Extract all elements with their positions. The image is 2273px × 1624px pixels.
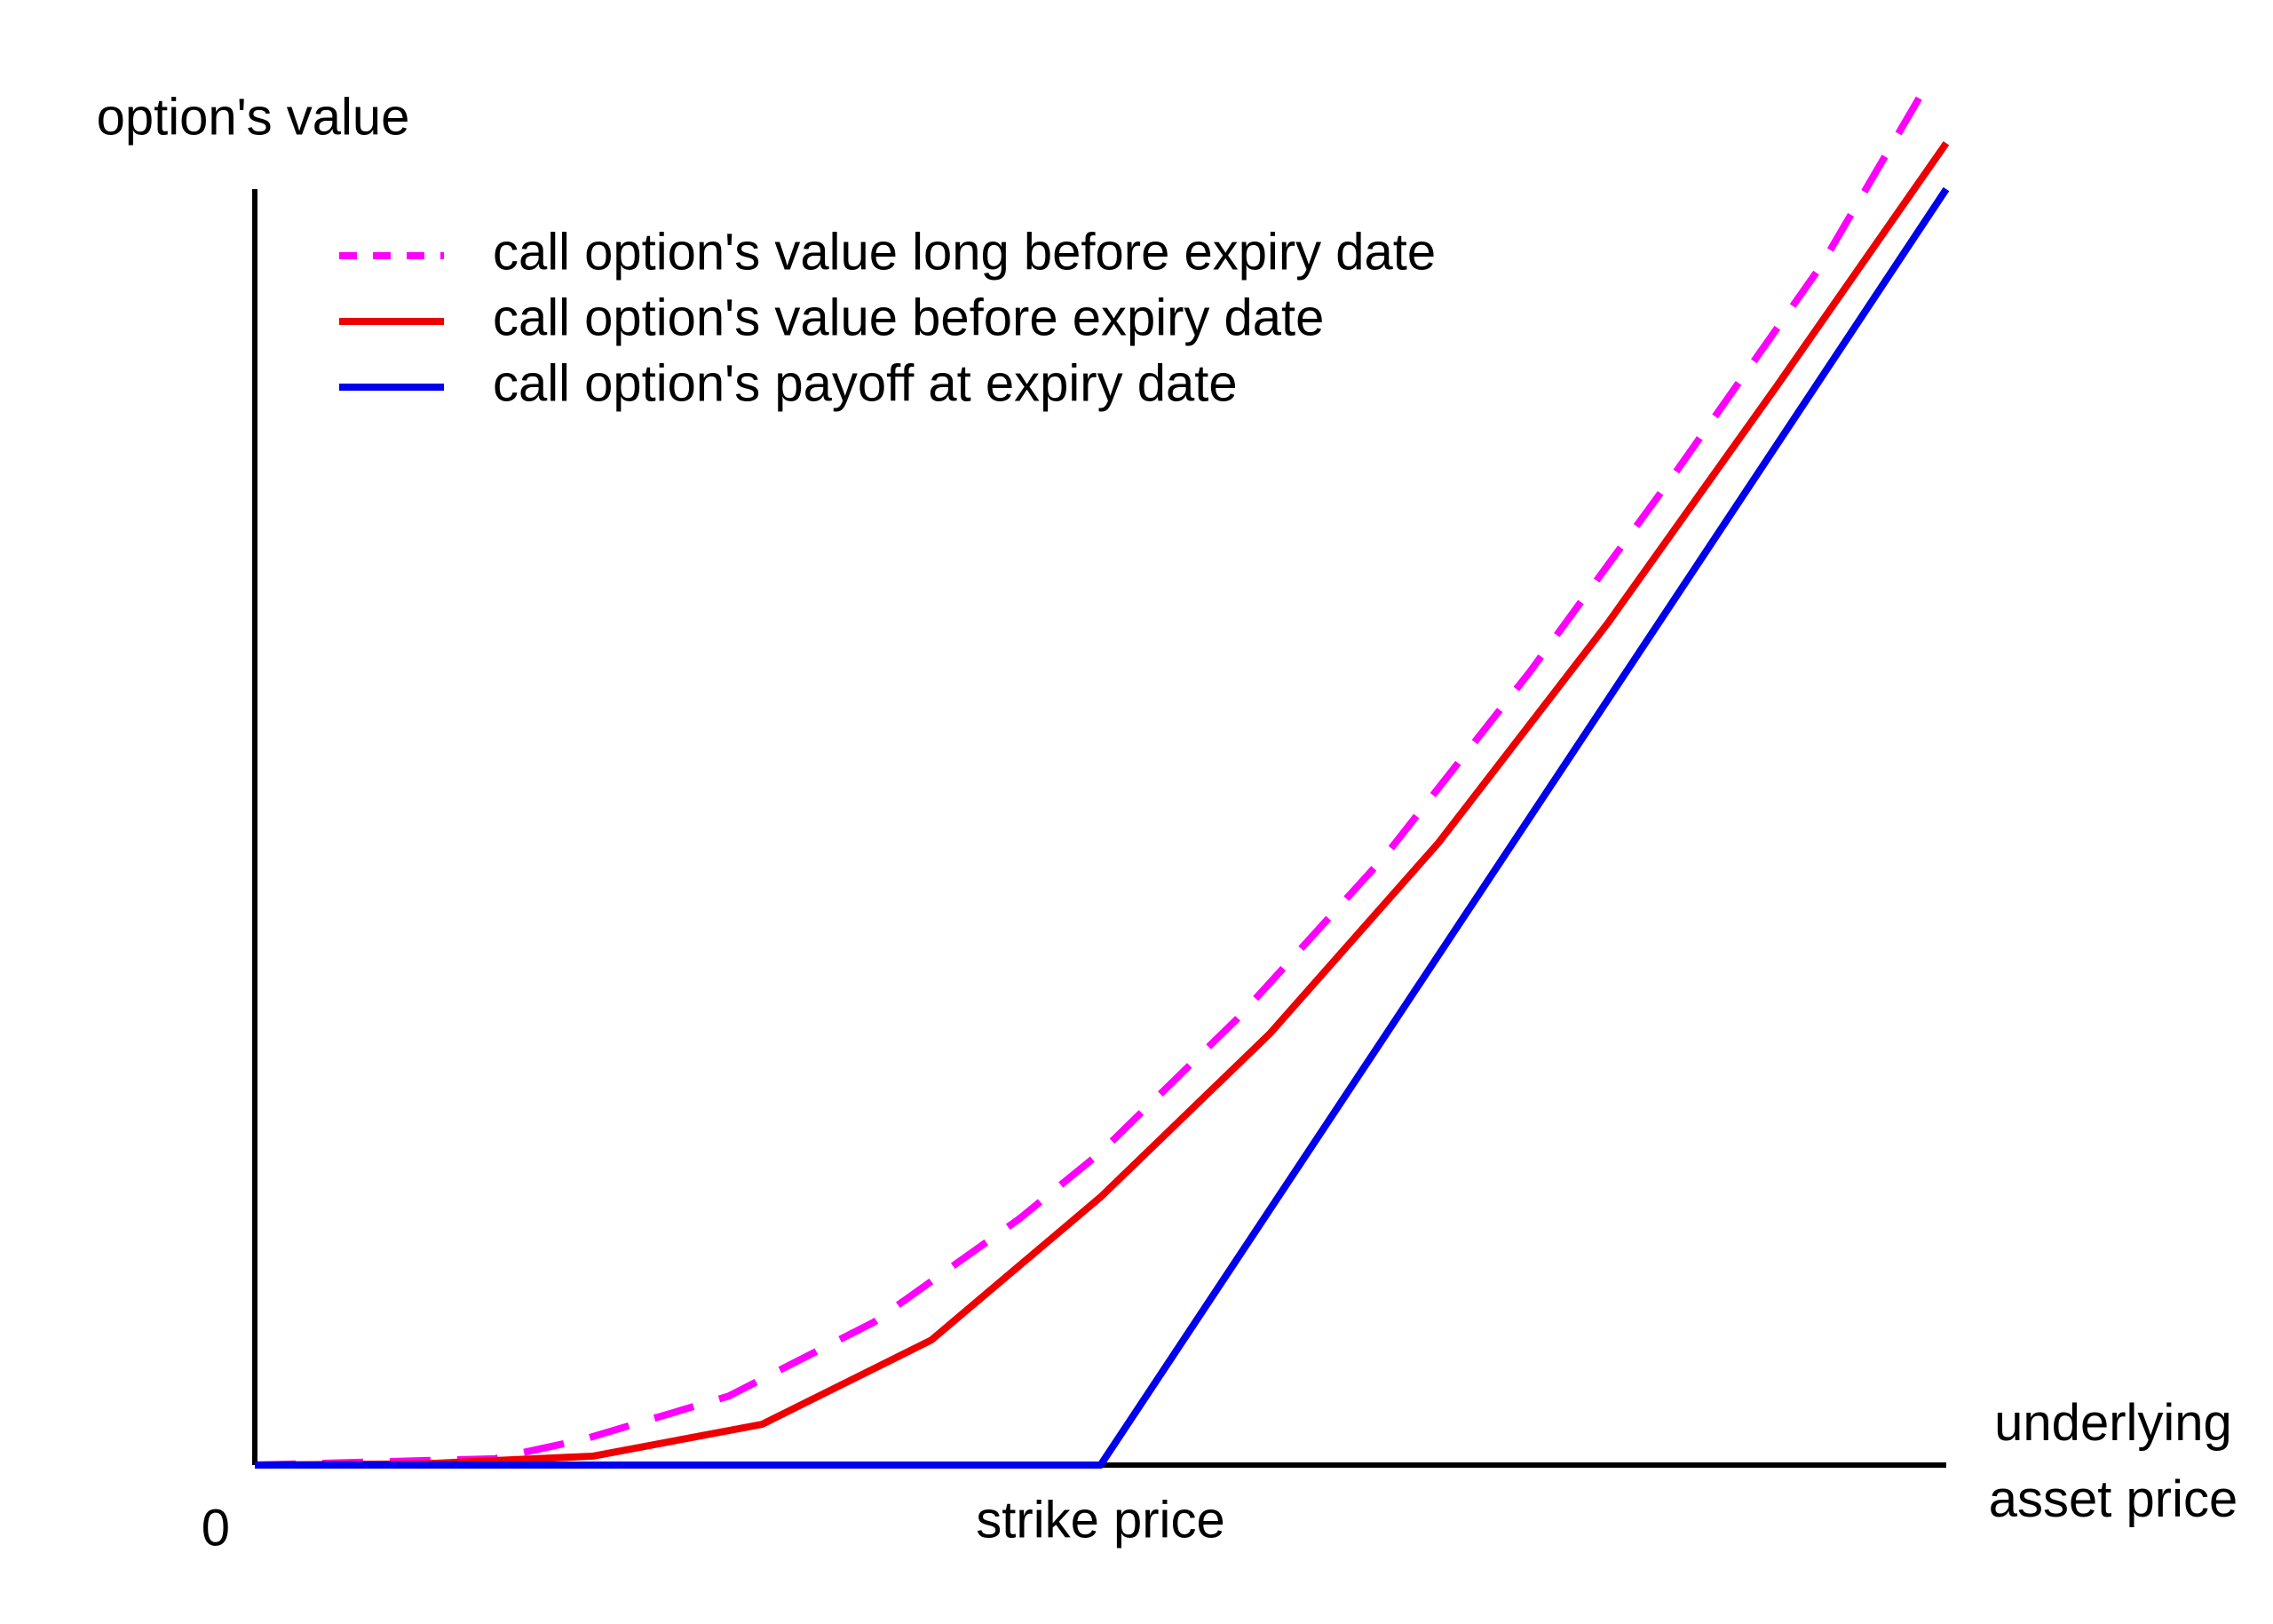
x-tick-label: strike price <box>976 1491 1224 1549</box>
legend-label: call option's value long before expiry d… <box>493 223 1436 281</box>
x-tick-label: 0 <box>202 1499 230 1557</box>
y-axis-label: option's value <box>97 88 410 146</box>
legend-label: call option's payoff at expiry date <box>493 354 1238 412</box>
series-line <box>254 140 1950 1469</box>
x-axis-label: underlying asset price <box>1988 1394 2238 1528</box>
series-line <box>255 186 1950 1469</box>
legend-label: call option's value before expiry date <box>493 289 1324 346</box>
